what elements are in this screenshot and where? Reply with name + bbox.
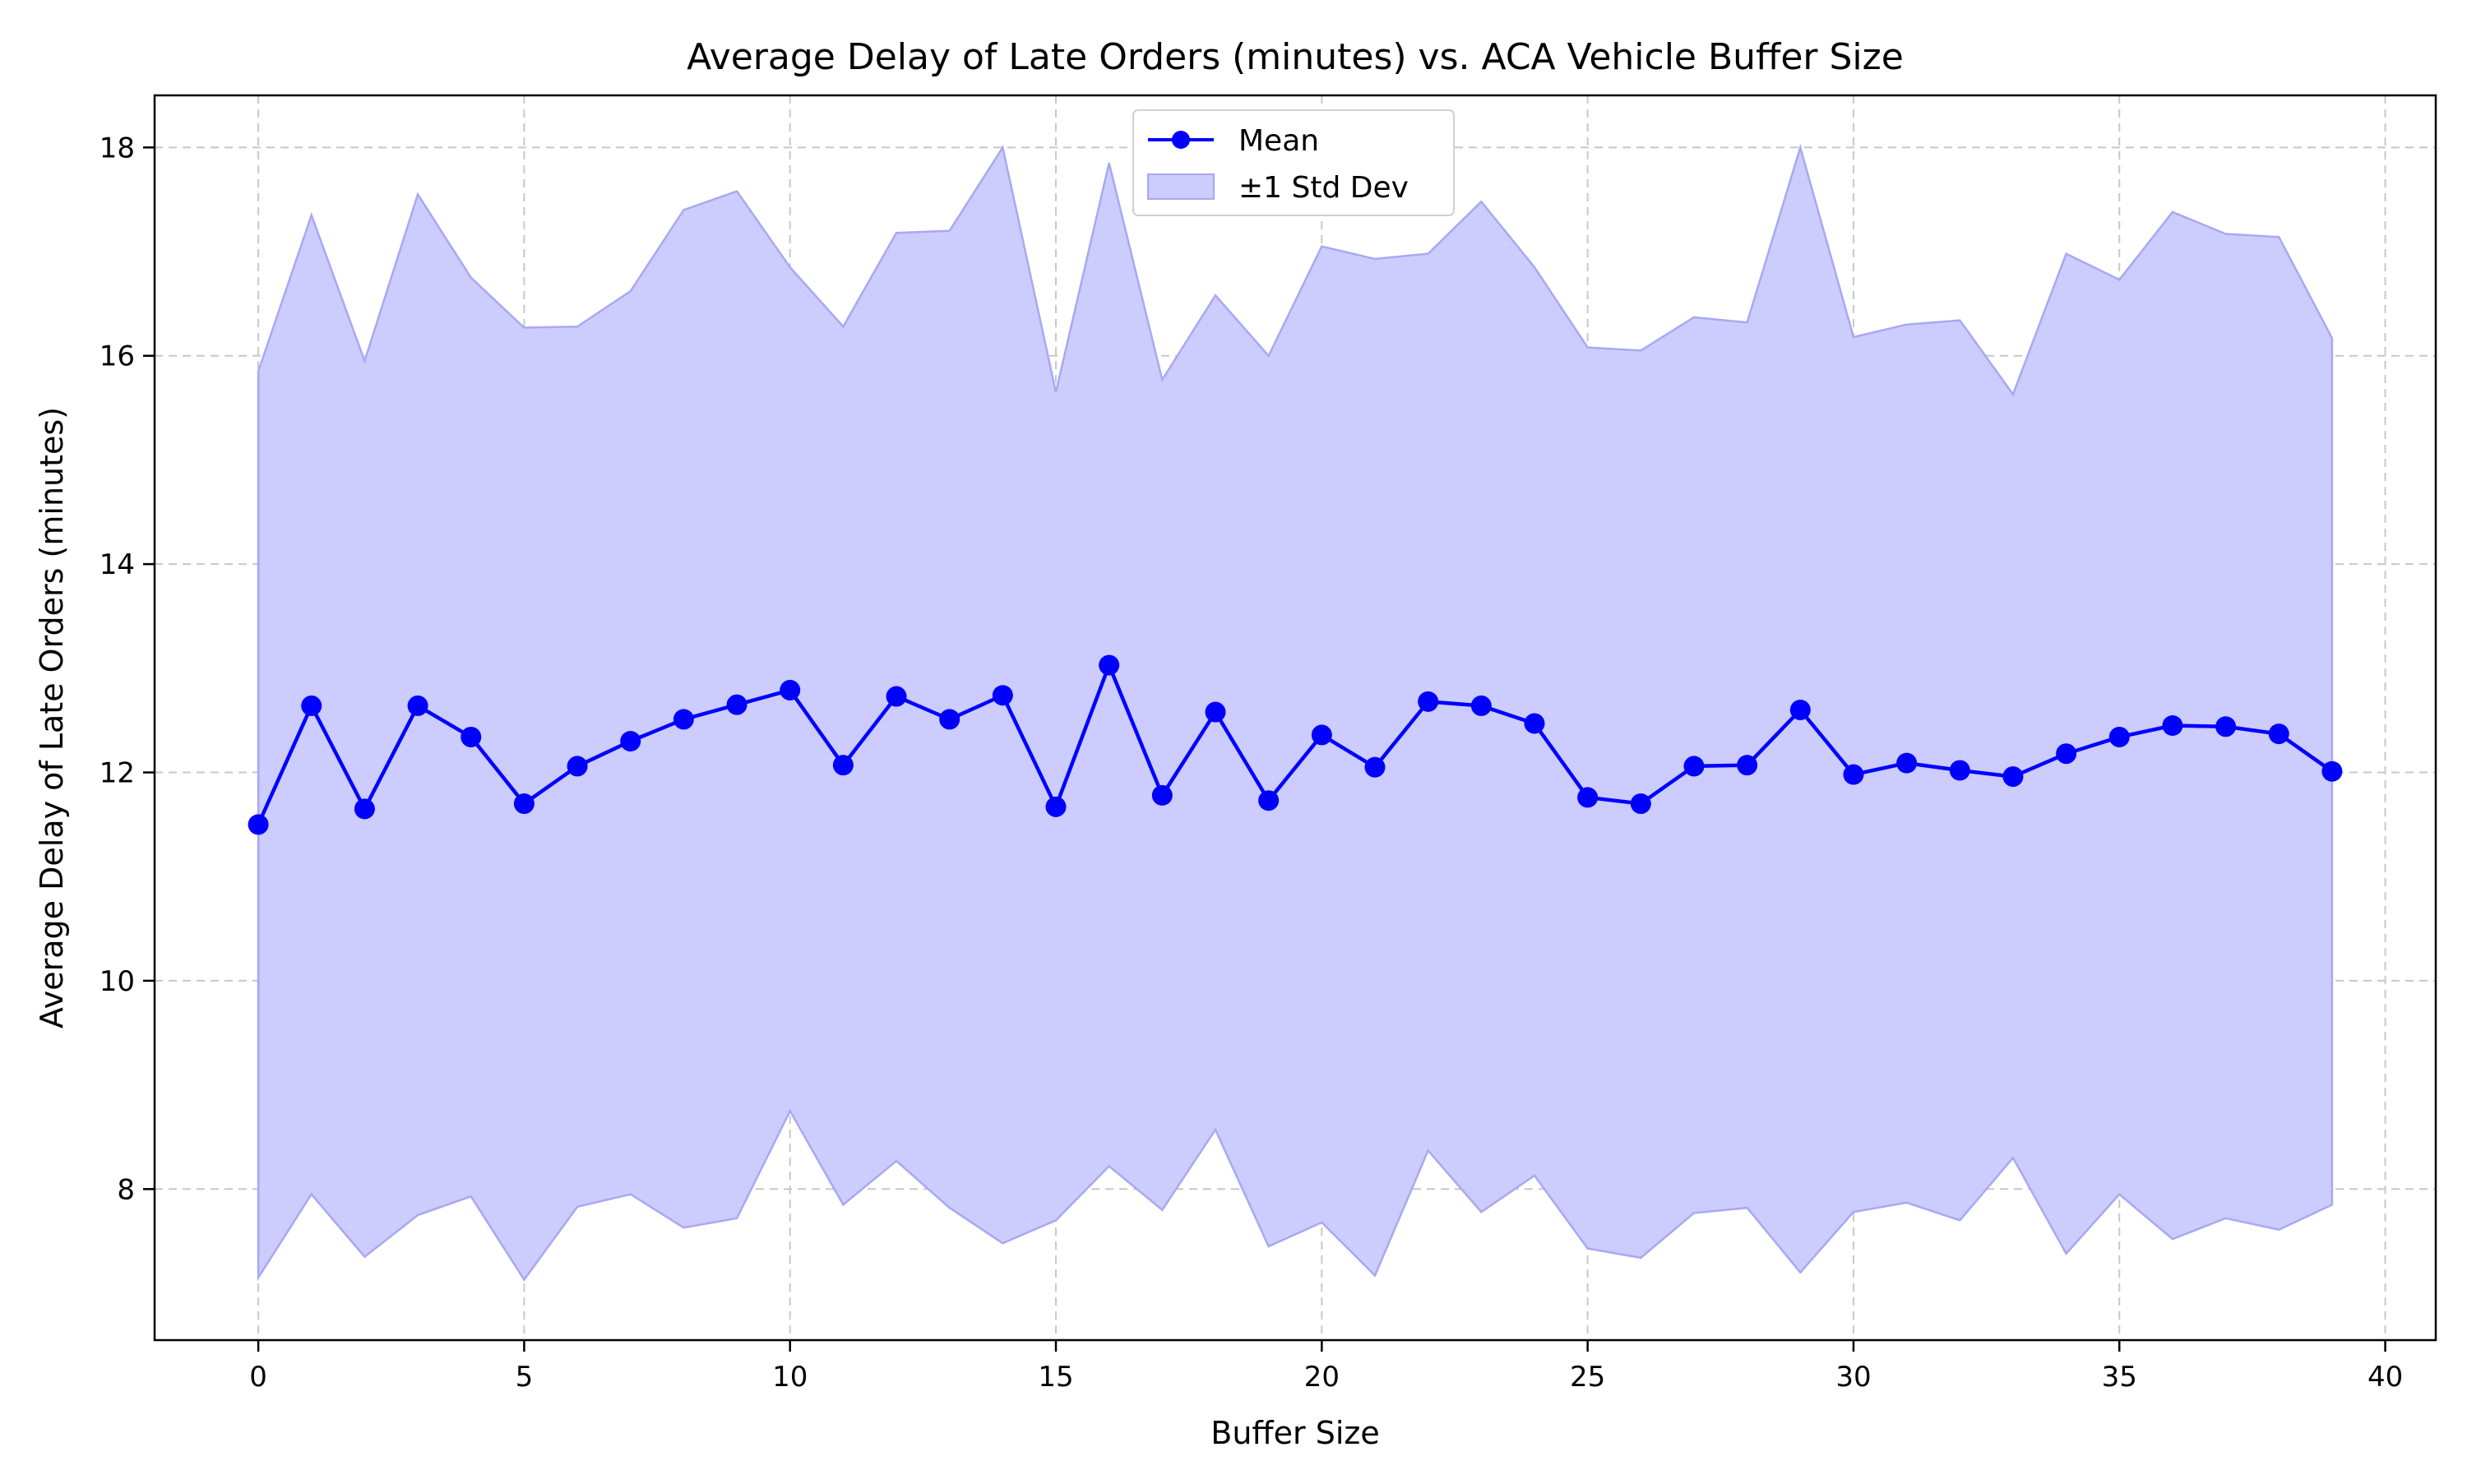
x-tick-label: 0 bbox=[249, 1361, 267, 1394]
legend-mean-marker-swatch bbox=[1172, 131, 1190, 149]
mean-line bbox=[257, 663, 2334, 825]
mean-point bbox=[1577, 787, 1599, 808]
x-tick-label: 15 bbox=[1038, 1361, 1073, 1394]
chart-title: Average Delay of Late Orders (minutes) v… bbox=[687, 36, 1904, 78]
mean-point bbox=[673, 709, 694, 730]
mean-point bbox=[248, 814, 269, 835]
mean-point bbox=[1843, 764, 1864, 785]
mean-point bbox=[1311, 724, 1332, 746]
mean-point bbox=[1418, 691, 1439, 712]
x-tick-label: 40 bbox=[2367, 1361, 2403, 1394]
x-tick-label: 5 bbox=[516, 1361, 534, 1394]
mean-point bbox=[2162, 715, 2183, 737]
x-axis-label: Buffer Size bbox=[1210, 1415, 1379, 1451]
mean-point bbox=[1364, 756, 1386, 778]
mean-point bbox=[1737, 755, 1758, 776]
plot-frame bbox=[153, 94, 2437, 1342]
y-tick-label: 12 bbox=[100, 757, 135, 790]
mean-point bbox=[886, 686, 907, 707]
mean-point bbox=[1151, 784, 1173, 806]
legend: Mean ±1 Std Dev bbox=[1132, 109, 1455, 216]
mean-point bbox=[2321, 760, 2343, 782]
tick-layer: 0 5 10 15 20 25 30 35 40 8 10 12 14 16 18 bbox=[100, 132, 2403, 1394]
mean-point bbox=[1949, 760, 1970, 781]
mean-point bbox=[1258, 790, 1280, 811]
mean-point bbox=[567, 756, 588, 777]
mean-point bbox=[620, 731, 641, 752]
mean-point bbox=[1630, 793, 1651, 815]
mean-point bbox=[2108, 726, 2130, 747]
mean-point bbox=[301, 695, 322, 716]
mean-point bbox=[780, 679, 801, 700]
mean-point bbox=[513, 793, 535, 815]
mean-point bbox=[1099, 654, 1120, 676]
mean-point-layer bbox=[248, 654, 2343, 835]
y-tick-label: 14 bbox=[100, 548, 135, 581]
mean-point bbox=[1896, 752, 1918, 774]
x-tick-label: 30 bbox=[1835, 1361, 1871, 1394]
x-tick-label: 25 bbox=[1570, 1361, 1605, 1394]
mean-point bbox=[2056, 743, 2077, 765]
legend-std-dev-swatch bbox=[1147, 173, 1215, 200]
mean-point bbox=[461, 726, 482, 747]
y-axis-label: Average Delay of Late Orders (minutes) bbox=[34, 407, 70, 1029]
mean-point bbox=[1470, 695, 1492, 716]
mean-point bbox=[2002, 766, 2024, 788]
y-tick-label: 16 bbox=[100, 340, 135, 373]
mean-point bbox=[1045, 796, 1067, 817]
x-tick-label: 20 bbox=[1304, 1361, 1340, 1394]
legend-std-dev-label: ±1 Std Dev bbox=[1238, 171, 1409, 205]
x-tick-label: 10 bbox=[772, 1361, 808, 1394]
mean-point bbox=[726, 694, 748, 715]
mean-point bbox=[1789, 699, 1811, 720]
y-tick-label: 18 bbox=[100, 132, 135, 164]
y-tick-label: 10 bbox=[100, 965, 135, 998]
mean-point bbox=[1524, 713, 1545, 734]
mean-point bbox=[992, 685, 1013, 706]
mean-point bbox=[939, 709, 960, 730]
y-tick-label: 8 bbox=[117, 1173, 135, 1206]
legend-mean-label: Mean bbox=[1238, 124, 1319, 158]
mean-point bbox=[832, 755, 854, 776]
mean-point bbox=[354, 798, 375, 820]
std-dev-band-layer bbox=[257, 143, 2334, 1282]
mean-point bbox=[407, 695, 428, 716]
mean-point bbox=[2215, 716, 2237, 737]
mean-point bbox=[1205, 701, 1226, 723]
std-dev-band bbox=[257, 143, 2334, 1282]
mean-point bbox=[1683, 756, 1705, 777]
mean-point bbox=[2268, 724, 2289, 745]
mean-line-layer bbox=[257, 663, 2334, 825]
x-tick-label: 35 bbox=[2102, 1361, 2137, 1394]
